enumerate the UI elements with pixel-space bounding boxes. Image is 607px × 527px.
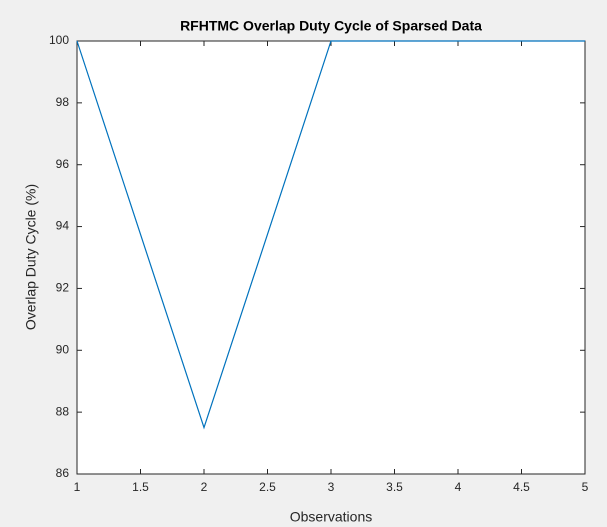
y-tick-label: 94 [56,219,70,233]
y-tick-label: 100 [49,33,69,47]
x-tick-label: 2.5 [259,480,276,494]
y-axis-label: Overlap Duty Cycle (%) [23,184,39,330]
data-line [76,40,585,430]
x-axis-label: Observations [290,509,372,525]
x-tick-label: 3 [328,480,335,494]
plot-area [77,41,585,474]
x-tick-label: 2 [201,480,208,494]
y-tick-label: 96 [56,157,70,171]
y-tick-label: 98 [56,95,70,109]
x-tick-label: 1 [74,480,81,494]
x-tick-label: 1.5 [132,480,149,494]
x-tick-label: 5 [582,480,589,494]
y-tick-label: 88 [56,404,70,418]
chart-title: RFHTMC Overlap Duty Cycle of Sparsed Dat… [180,18,482,34]
y-tick-label: 86 [56,466,70,480]
x-tick-label: 3.5 [386,480,403,494]
y-tick-label: 92 [56,281,70,295]
y-tick-label: 90 [56,342,70,356]
x-tick-label: 4.5 [513,480,530,494]
x-tick-label: 4 [455,480,462,494]
